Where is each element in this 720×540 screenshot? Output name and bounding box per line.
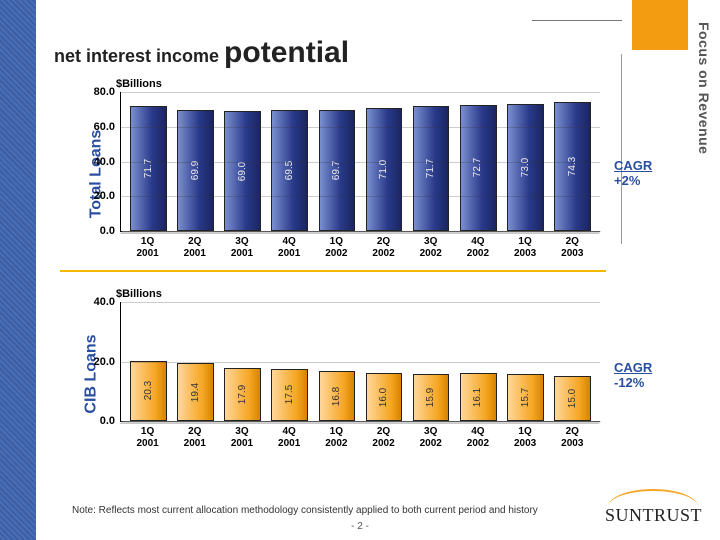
cagr-value-top: +2% — [614, 173, 640, 188]
bar: 69.5 — [271, 110, 308, 231]
bar: 15.7 — [507, 374, 544, 421]
cagr-value-bottom: -12% — [614, 375, 644, 390]
bar: 16.1 — [460, 373, 497, 421]
bar: 17.9 — [224, 368, 261, 421]
x-tick: 2Q2002 — [361, 234, 406, 264]
y-tick: 40.0 — [94, 156, 115, 168]
bar-value: 17.9 — [237, 385, 248, 404]
side-title-text: Focus on Revenue — [696, 22, 712, 154]
x-tick: 1Q2002 — [314, 424, 359, 454]
bar-value: 15.9 — [426, 388, 437, 407]
side-divider — [621, 54, 622, 244]
bar: 71.7 — [413, 106, 450, 231]
x-tick: 3Q2002 — [408, 424, 453, 454]
x-labels-top: 1Q20012Q20013Q20014Q20011Q20022Q20023Q20… — [124, 234, 596, 264]
bar: 16.0 — [366, 373, 403, 421]
gridline — [121, 196, 600, 197]
title-prefix: net interest income — [54, 46, 224, 66]
gridline — [121, 127, 600, 128]
x-labels-bottom: 1Q20012Q20013Q20014Q20011Q20022Q20023Q20… — [124, 424, 596, 454]
bar-value: 16.1 — [473, 387, 484, 406]
page-number: - 2 - — [351, 521, 369, 532]
x-tick: 3Q2001 — [220, 424, 265, 454]
x-tick: 4Q2001 — [267, 234, 312, 264]
x-tick: 2Q2003 — [550, 234, 595, 264]
x-tick: 1Q2003 — [503, 234, 548, 264]
cagr-label-top: CAGR — [614, 158, 652, 173]
bar-value: 16.8 — [331, 386, 342, 405]
total-loans-chart: Total Loans $Billions 71.769.969.069.569… — [60, 84, 600, 264]
cagr-label-bottom: CAGR — [614, 360, 652, 375]
bar-value: 69.9 — [190, 161, 201, 180]
top-divider — [532, 20, 622, 21]
bar: 69.9 — [177, 110, 214, 231]
unit-label-top: $Billions — [116, 78, 162, 90]
y-tick: 0.0 — [100, 225, 115, 237]
bar-value: 19.4 — [190, 382, 201, 401]
x-tick: 1Q2001 — [125, 234, 170, 264]
bar: 72.7 — [460, 105, 497, 231]
bar: 69.0 — [224, 111, 261, 231]
gridline — [121, 162, 600, 163]
bar: 74.3 — [554, 102, 591, 231]
page-title: net interest income potential — [54, 36, 349, 70]
y-tick: 20.0 — [94, 356, 115, 368]
x-tick: 1Q2002 — [314, 234, 359, 264]
x-tick: 1Q2001 — [125, 424, 170, 454]
x-tick: 2Q2003 — [550, 424, 595, 454]
x-tick: 3Q2001 — [220, 234, 265, 264]
chart-title-bottom: CIB Loans — [83, 334, 101, 413]
bar-value: 15.7 — [520, 388, 531, 407]
y-tick: 80.0 — [94, 86, 115, 98]
logo-text: SUNTRUST — [605, 505, 702, 526]
bar-value: 69.0 — [237, 161, 248, 180]
bar: 15.0 — [554, 376, 591, 421]
corner-accent-block — [632, 0, 688, 50]
side-title: Focus on Revenue — [694, 22, 714, 242]
title-emphasis: potential — [224, 36, 349, 69]
x-tick: 1Q2003 — [503, 424, 548, 454]
y-tick: 60.0 — [94, 121, 115, 133]
x-tick: 4Q2001 — [267, 424, 312, 454]
cib-loans-chart: CIB Loans $Billions 20.319.417.917.516.8… — [60, 294, 600, 454]
mid-divider — [60, 270, 606, 272]
x-tick: 2Q2001 — [172, 234, 217, 264]
x-tick: 2Q2002 — [361, 424, 406, 454]
bar: 73.0 — [507, 104, 544, 231]
bar: 16.8 — [319, 371, 356, 421]
unit-label-bottom: $Billions — [116, 288, 162, 300]
x-tick: 4Q2002 — [455, 424, 500, 454]
bar: 17.5 — [271, 369, 308, 421]
bar-value: 69.7 — [331, 161, 342, 180]
cagr-top: CAGR +2% — [614, 158, 652, 188]
bar-value: 16.0 — [379, 387, 390, 406]
bar-value: 74.3 — [567, 157, 578, 176]
bar: 15.9 — [413, 374, 450, 421]
bar: 71.7 — [130, 106, 167, 231]
left-accent-band — [0, 0, 36, 540]
x-tick: 4Q2002 — [455, 234, 500, 264]
plot-area-top: 71.769.969.069.569.771.071.772.773.074.3… — [120, 92, 600, 232]
x-tick: 3Q2002 — [408, 234, 453, 264]
bar-value: 15.0 — [567, 389, 578, 408]
bar: 19.4 — [177, 363, 214, 421]
bar-value: 69.5 — [284, 161, 295, 180]
bar: 20.3 — [130, 361, 167, 421]
gridline — [121, 302, 600, 303]
gridline — [121, 362, 600, 363]
bar: 69.7 — [319, 110, 356, 231]
y-tick: 40.0 — [94, 296, 115, 308]
bar-value: 20.3 — [143, 381, 154, 400]
y-tick: 20.0 — [94, 190, 115, 202]
footnote: Note: Reflects most current allocation m… — [72, 505, 538, 516]
bar-value: 17.5 — [284, 385, 295, 404]
chart-title-top: Total Loans — [87, 130, 105, 219]
x-tick: 2Q2001 — [172, 424, 217, 454]
suntrust-logo: SUNTRUST — [605, 489, 702, 526]
cagr-bottom: CAGR -12% — [614, 360, 652, 390]
y-tick: 0.0 — [100, 415, 115, 427]
plot-area-bottom: 20.3 19.4 17.9 17.5 16.8 16.0 15.9 16.1 15.7 15.0… — [120, 302, 600, 422]
gridline — [121, 92, 600, 93]
